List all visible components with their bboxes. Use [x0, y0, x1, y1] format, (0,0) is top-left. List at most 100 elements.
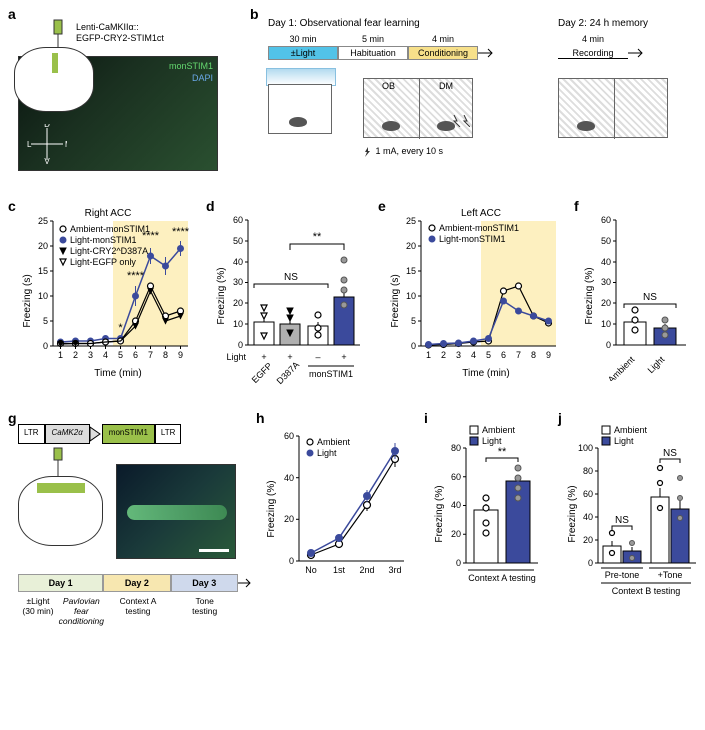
svg-text:V: V [44, 157, 50, 164]
ob-label: OB [382, 81, 395, 91]
svg-text:20: 20 [38, 241, 48, 251]
svg-text:Freezing (%): Freezing (%) [434, 485, 445, 542]
svg-text:Light-CRY2^D387A: Light-CRY2^D387A [70, 246, 148, 256]
svg-text:Context B testing: Context B testing [612, 586, 681, 596]
svg-text:3rd: 3rd [388, 565, 401, 575]
svg-text:0: 0 [588, 558, 593, 568]
dm-label: DM [439, 81, 453, 91]
hippocampus-image [116, 464, 236, 559]
svg-text:50: 50 [601, 236, 611, 246]
svg-text:20: 20 [601, 298, 611, 308]
dur-2: 4 min [408, 34, 478, 44]
svg-text:0: 0 [411, 341, 416, 351]
svg-text:8: 8 [531, 350, 536, 360]
svg-text:10: 10 [601, 319, 611, 329]
chart-i: 0 20 40 60 80 ** Context A testing Freez… [432, 424, 550, 604]
svg-text:50: 50 [233, 236, 243, 246]
panel-label-c: c [8, 198, 16, 214]
svg-text:0: 0 [289, 556, 294, 566]
svg-text:20: 20 [406, 241, 416, 251]
legend-e: Ambient-monSTIM1 Light-monSTIM1 [429, 223, 519, 244]
svg-text:60: 60 [451, 472, 461, 482]
bolt-icon [363, 147, 373, 157]
svg-text:20: 20 [583, 535, 593, 545]
svg-text:30: 30 [233, 277, 243, 287]
svg-text:8: 8 [163, 350, 168, 360]
svg-text:Ambient-monSTIM1: Ambient-monSTIM1 [70, 224, 150, 234]
svg-text:60: 60 [233, 215, 243, 225]
chamber-light [268, 84, 332, 134]
svg-text:3: 3 [456, 350, 461, 360]
chart-d: 0 10 20 30 40 50 60 NS ** Light + + – [214, 206, 369, 391]
svg-text:NS: NS [615, 515, 629, 526]
svg-text:Ambient-monSTIM1: Ambient-monSTIM1 [439, 223, 519, 233]
svg-text:60: 60 [284, 431, 294, 441]
chamber-day2 [558, 78, 668, 138]
svg-text:25: 25 [406, 216, 416, 226]
legend-i: Ambient Light [470, 425, 516, 446]
svg-text:20: 20 [284, 514, 294, 524]
brain-schematic-g [18, 476, 103, 546]
svg-text:20: 20 [233, 298, 243, 308]
chart-title: Right ACC [85, 208, 132, 219]
svg-text:40: 40 [601, 257, 611, 267]
svg-text:0: 0 [606, 340, 611, 350]
arrow-icon [238, 576, 254, 590]
svg-text:40: 40 [284, 473, 294, 483]
svg-text:1: 1 [426, 350, 431, 360]
svg-text:4: 4 [103, 350, 108, 360]
svg-text:Ambient: Ambient [482, 425, 516, 435]
svg-text:40: 40 [233, 257, 243, 267]
day1-title: Day 1: Observational fear learning [268, 18, 420, 29]
y-ticks: 0 5 10 15 20 25 [38, 216, 53, 351]
svg-text:Light: Light [317, 448, 337, 458]
svg-text:Freezing (%): Freezing (%) [266, 480, 277, 537]
svg-text:15: 15 [406, 266, 416, 276]
brain-image-a: monSTIM1 DAPI D V L M [18, 56, 218, 171]
svg-text:****: **** [172, 226, 190, 238]
label-monstim1: monSTIM1 [169, 61, 213, 71]
phase-rec: Recording [558, 48, 628, 59]
svg-text:L: L [27, 140, 32, 149]
svg-text:Freezing (s): Freezing (s) [390, 274, 401, 327]
svg-text:Context A testing: Context A testing [468, 573, 536, 583]
day2-title: Day 2: 24 h memory [558, 18, 648, 29]
construct-g: LTR CaMK2α monSTIM1 LTR [18, 424, 181, 444]
panel-label-f: f [574, 198, 579, 214]
svg-text:0: 0 [238, 340, 243, 350]
svg-text:Light-monSTIM1: Light-monSTIM1 [70, 235, 137, 245]
svg-text:Light: Light [646, 354, 667, 375]
svg-text:5: 5 [411, 316, 416, 326]
svg-text:M: M [65, 140, 67, 149]
brain-schematic-icon [14, 47, 94, 112]
svg-text:4: 4 [471, 350, 476, 360]
panel-label-g: g [8, 410, 17, 426]
label-dapi: DAPI [192, 73, 213, 83]
svg-text:Ambient: Ambient [606, 354, 637, 381]
svg-text:3: 3 [88, 350, 93, 360]
svg-text:+: + [341, 352, 346, 362]
svg-text:40: 40 [451, 500, 461, 510]
svg-text:1: 1 [58, 350, 63, 360]
svg-text:Pre-tone: Pre-tone [605, 570, 640, 580]
dur-0: 30 min [268, 34, 338, 44]
svg-text:80: 80 [583, 466, 593, 476]
chart-h: 0 20 40 60 No 1st 2nd 3rd Freezing (%) A… [264, 424, 414, 594]
svg-text:NS: NS [284, 272, 298, 283]
svg-text:Freezing (s): Freezing (s) [22, 274, 33, 327]
svg-text:Freezing (%): Freezing (%) [216, 267, 227, 324]
svg-text:2: 2 [441, 350, 446, 360]
chart-f: 0 10 20 30 40 50 60 NS Ambient Light Fre… [582, 206, 697, 381]
svg-text:5: 5 [118, 350, 123, 360]
phase-cond: Conditioning [408, 46, 478, 60]
chart-e: Left ACC 0 5 10 15 20 25 123456789 Freez… [386, 206, 566, 381]
svg-text:2: 2 [73, 350, 78, 360]
svg-text:1st: 1st [333, 565, 346, 575]
mouse-icon [577, 121, 595, 131]
svg-text:NS: NS [643, 292, 657, 303]
chart-c: Right ACC 0 5 10 15 20 25 1 2 3 4 5 6 7 … [18, 206, 198, 381]
construct-text-a: Lenti-CaMKIIα:: EGFP-CRY2-STIM1ct [76, 22, 164, 44]
svg-text:Light-EGFP only: Light-EGFP only [70, 257, 136, 267]
svg-text:60: 60 [601, 215, 611, 225]
panel-label-j: j [558, 410, 562, 426]
